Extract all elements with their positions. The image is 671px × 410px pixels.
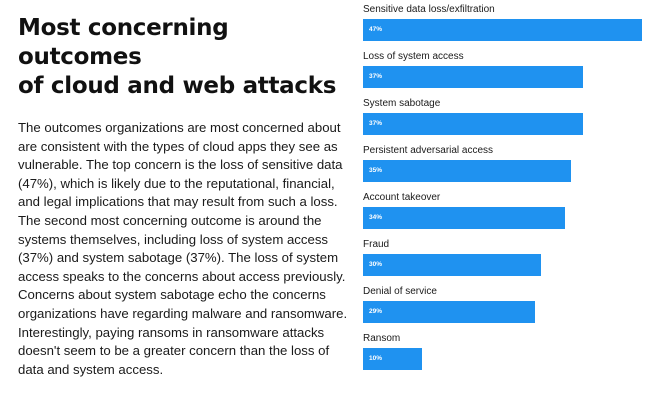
outcomes-bar-chart: Sensitive data loss/exfiltration 47% Loss … (363, 0, 663, 410)
bar-value-label: 35% (369, 167, 383, 174)
bar-value-label: 10% (369, 355, 383, 362)
bar: 37% (363, 66, 583, 88)
bar: 29% (363, 301, 535, 323)
bar-category-label: Account takeover (363, 192, 441, 203)
bar-value-label: 30% (369, 261, 383, 268)
bar: 47% (363, 19, 642, 41)
bar-category-label: Persistent adversarial access (363, 145, 494, 156)
bar: 34% (363, 207, 565, 229)
bar-category-label: Ransom (363, 333, 401, 344)
bar-group: Persistent adversarial access 35% (363, 145, 663, 185)
bar-group: System sabotage 37% (363, 98, 663, 138)
article-title-line-1: Most concerning outcomes (18, 15, 229, 70)
bar-group: Ransom 10% (363, 333, 663, 373)
bar-category-label: Denial of service (363, 286, 437, 297)
bar-value-label: 37% (369, 73, 383, 80)
bar-category-label: System sabotage (363, 98, 441, 109)
bar-group: Sensitive data loss/exfiltration 47% (363, 4, 663, 44)
bar-value-label: 47% (369, 26, 383, 33)
article: Most concerning outcomes of cloud and we… (18, 14, 348, 379)
bar-group: Account takeover 34% (363, 192, 663, 232)
bar-category-label: Fraud (363, 239, 390, 250)
bar-value-label: 34% (369, 214, 383, 221)
bar: 30% (363, 254, 541, 276)
bar-group: Fraud 30% (363, 239, 663, 279)
bar: 37% (363, 113, 583, 135)
article-title: Most concerning outcomes of cloud and we… (18, 14, 348, 101)
bar-value-label: 29% (369, 308, 383, 315)
bar-category-label: Sensitive data loss/exfiltration (363, 4, 495, 15)
bar-category-label: Loss of system access (363, 51, 464, 62)
bar-value-label: 37% (369, 120, 383, 127)
article-body: The outcomes organizations are most conc… (18, 120, 348, 377)
article-title-line-2: of cloud and web attacks (18, 73, 337, 99)
bar-group: Loss of system access 37% (363, 51, 663, 91)
bar: 10% (363, 348, 422, 370)
bar-group: Denial of service 29% (363, 286, 663, 326)
bar: 35% (363, 160, 571, 182)
